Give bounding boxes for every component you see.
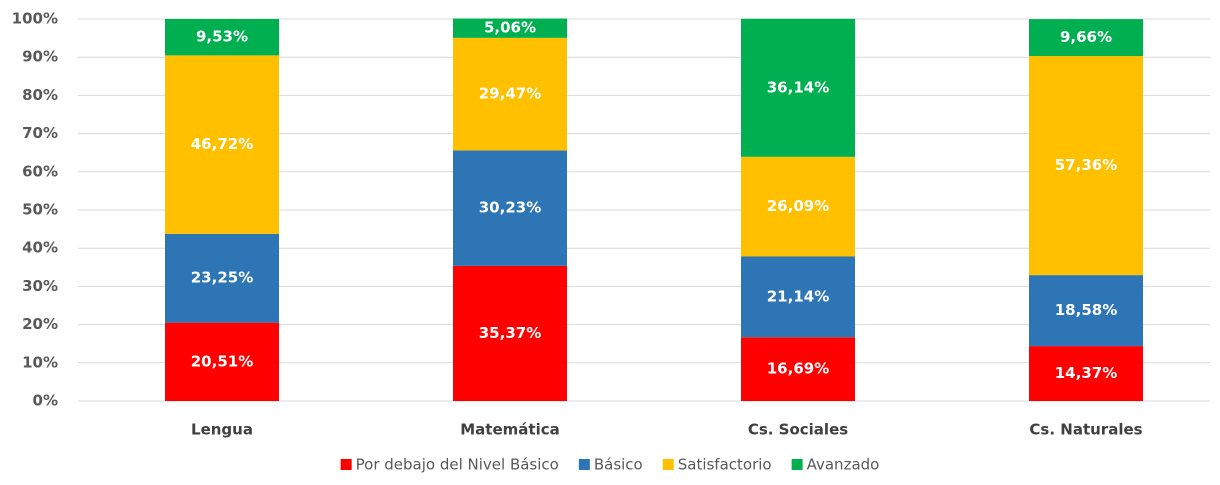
bar-segment bbox=[165, 55, 279, 234]
y-tick-label: 20% bbox=[22, 315, 58, 333]
bar-segment bbox=[1029, 346, 1143, 401]
data-label: 26,09% bbox=[767, 197, 829, 215]
bar-segment bbox=[453, 265, 567, 401]
data-label: 9,53% bbox=[196, 28, 248, 46]
bar-segment bbox=[741, 18, 855, 157]
y-tick-label: 50% bbox=[22, 201, 58, 219]
y-tick-label: 90% bbox=[22, 48, 58, 66]
data-label: 57,36% bbox=[1055, 156, 1117, 174]
data-label: 29,47% bbox=[479, 85, 541, 103]
bar-segment bbox=[165, 322, 279, 401]
legend-swatch bbox=[791, 459, 803, 470]
data-label: 20,51% bbox=[191, 352, 253, 370]
data-label: 46,72% bbox=[191, 135, 253, 153]
bar-segment bbox=[453, 37, 567, 151]
bar-segment bbox=[1029, 19, 1143, 57]
legend-label: Avanzado bbox=[807, 456, 880, 474]
legend-swatch bbox=[662, 459, 674, 470]
legend-swatch bbox=[578, 459, 590, 470]
y-tick-label: 70% bbox=[22, 124, 58, 142]
bar-segment bbox=[1029, 56, 1143, 276]
data-label: 21,14% bbox=[767, 287, 829, 305]
bar-segment bbox=[453, 18, 567, 38]
data-label: 35,37% bbox=[479, 324, 541, 342]
data-label: 16,69% bbox=[767, 360, 829, 378]
bar-segment bbox=[453, 150, 567, 266]
data-label: 18,58% bbox=[1055, 301, 1117, 319]
data-label: 36,14% bbox=[767, 78, 829, 96]
y-tick-label: 30% bbox=[22, 277, 58, 295]
legend-label: Básico bbox=[594, 456, 643, 474]
data-label: 9,66% bbox=[1060, 28, 1112, 46]
y-tick-label: 100% bbox=[12, 10, 58, 28]
x-tick-label: Lengua bbox=[191, 421, 253, 439]
y-tick-label: 40% bbox=[22, 239, 58, 257]
bar-segment bbox=[165, 18, 279, 56]
bar-segment bbox=[741, 156, 855, 257]
x-tick-label: Cs. Naturales bbox=[1029, 421, 1142, 439]
bar-segment bbox=[165, 233, 279, 323]
legend-swatch bbox=[340, 459, 352, 470]
data-label: 5,06% bbox=[484, 19, 536, 37]
y-tick-label: 0% bbox=[33, 392, 58, 410]
data-label: 30,23% bbox=[479, 199, 541, 217]
bar-segment bbox=[1029, 275, 1143, 347]
y-tick-label: 80% bbox=[22, 86, 58, 104]
data-label: 14,37% bbox=[1055, 364, 1117, 382]
data-label: 23,25% bbox=[191, 269, 253, 287]
bar-segment bbox=[741, 337, 855, 401]
legend-label: Satisfactorio bbox=[678, 456, 772, 474]
y-tick-label: 10% bbox=[22, 353, 58, 371]
x-tick-label: Cs. Sociales bbox=[748, 421, 848, 439]
x-tick-label: Matemática bbox=[460, 421, 559, 439]
y-tick-label: 60% bbox=[22, 162, 58, 180]
legend-label: Por debajo del Nivel Básico bbox=[356, 456, 559, 474]
bar-segment bbox=[741, 256, 855, 338]
